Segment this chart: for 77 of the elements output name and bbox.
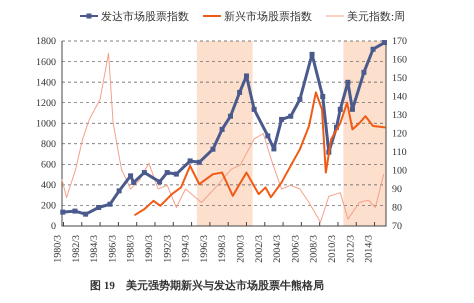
y2-tick-label: 150 xyxy=(392,73,407,84)
y2-tick-label: 170 xyxy=(392,36,407,48)
point xyxy=(108,202,113,207)
point xyxy=(237,90,242,95)
x-tick-label: 1996/3 xyxy=(198,235,210,263)
point xyxy=(297,96,302,102)
y2-tick-label: 110 xyxy=(392,147,407,158)
point xyxy=(60,210,66,215)
y2-tick-label: 80 xyxy=(392,202,402,214)
y2-tick-label: 120 xyxy=(392,128,407,140)
x-tick-label: 1986/3 xyxy=(107,235,118,263)
legend-label: 发达市场股票指数 xyxy=(101,10,189,23)
x-tick-label: 1990/3 xyxy=(144,235,155,263)
x-tick-label: 1998/3 xyxy=(217,235,228,263)
point xyxy=(131,180,136,185)
point xyxy=(72,208,78,214)
point xyxy=(83,212,88,217)
x-tick-label: 1980/3 xyxy=(52,235,64,263)
x-tick-label: 2002/3 xyxy=(254,235,265,263)
y-tick-label: 600 xyxy=(41,160,56,171)
x-tick-label: 2006/3 xyxy=(290,235,302,263)
y-tick-label: 400 xyxy=(41,180,56,192)
y2-tick-label: 100 xyxy=(392,166,407,177)
x-tick-label: 2010/3 xyxy=(326,235,338,263)
y-tick-label: 1800 xyxy=(36,36,56,48)
point xyxy=(174,172,179,177)
y2-tick-label: 160 xyxy=(392,54,407,66)
point xyxy=(220,126,225,132)
point xyxy=(116,188,122,194)
point xyxy=(210,146,216,152)
x-tick-label: 2008/3 xyxy=(308,235,320,263)
point xyxy=(345,80,350,85)
point xyxy=(228,114,233,119)
y-tick-label: 1200 xyxy=(36,98,56,109)
point xyxy=(361,70,366,75)
x-tick-label: 1992/3 xyxy=(162,235,174,263)
point xyxy=(244,73,249,78)
y2-tick-label: 130 xyxy=(392,110,407,122)
point xyxy=(320,94,326,99)
x-tick-label: 1984/3 xyxy=(89,235,100,263)
point xyxy=(188,158,193,164)
point xyxy=(279,116,284,122)
point xyxy=(338,106,343,112)
y-tick-label: 0 xyxy=(51,221,56,232)
y-tick-label: 1400 xyxy=(36,77,56,88)
x-tick-label: 2004/3 xyxy=(272,235,284,263)
point xyxy=(382,40,387,46)
x-tick-label: 1982/3 xyxy=(70,235,82,263)
point xyxy=(164,170,170,176)
y2-tick-label: 90 xyxy=(392,184,402,196)
line-series xyxy=(134,91,386,216)
x-tick-label: 1988/3 xyxy=(126,235,137,263)
x-tick-label: 2000/3 xyxy=(235,235,246,263)
point xyxy=(370,46,376,52)
y-tick-label: 1600 xyxy=(36,56,56,68)
point xyxy=(310,52,315,57)
point xyxy=(271,146,276,152)
legend-label: 新兴市场股票指数 xyxy=(224,10,312,23)
y2-tick-label: 70 xyxy=(392,221,402,232)
y-tick-label: 1000 xyxy=(36,118,56,130)
y-tick-label: 800 xyxy=(41,138,56,150)
point xyxy=(142,170,147,176)
x-tick-label: 2012/3 xyxy=(345,235,356,263)
point xyxy=(128,173,134,178)
legend-label: 美元指数:周 xyxy=(347,10,406,23)
text: 图 19 美元强势期新兴与发达市场股票牛熊格局 xyxy=(90,279,324,292)
point xyxy=(252,106,257,112)
point xyxy=(157,179,162,184)
point xyxy=(96,205,102,210)
point xyxy=(288,114,294,119)
point xyxy=(350,106,355,112)
point xyxy=(265,133,270,138)
y-tick-label: 200 xyxy=(41,200,56,212)
x-tick-label: 2014/3 xyxy=(364,235,375,263)
x-tick-label: 1994/3 xyxy=(180,235,192,263)
y2-tick-label: 140 xyxy=(392,92,407,103)
point xyxy=(196,160,202,165)
